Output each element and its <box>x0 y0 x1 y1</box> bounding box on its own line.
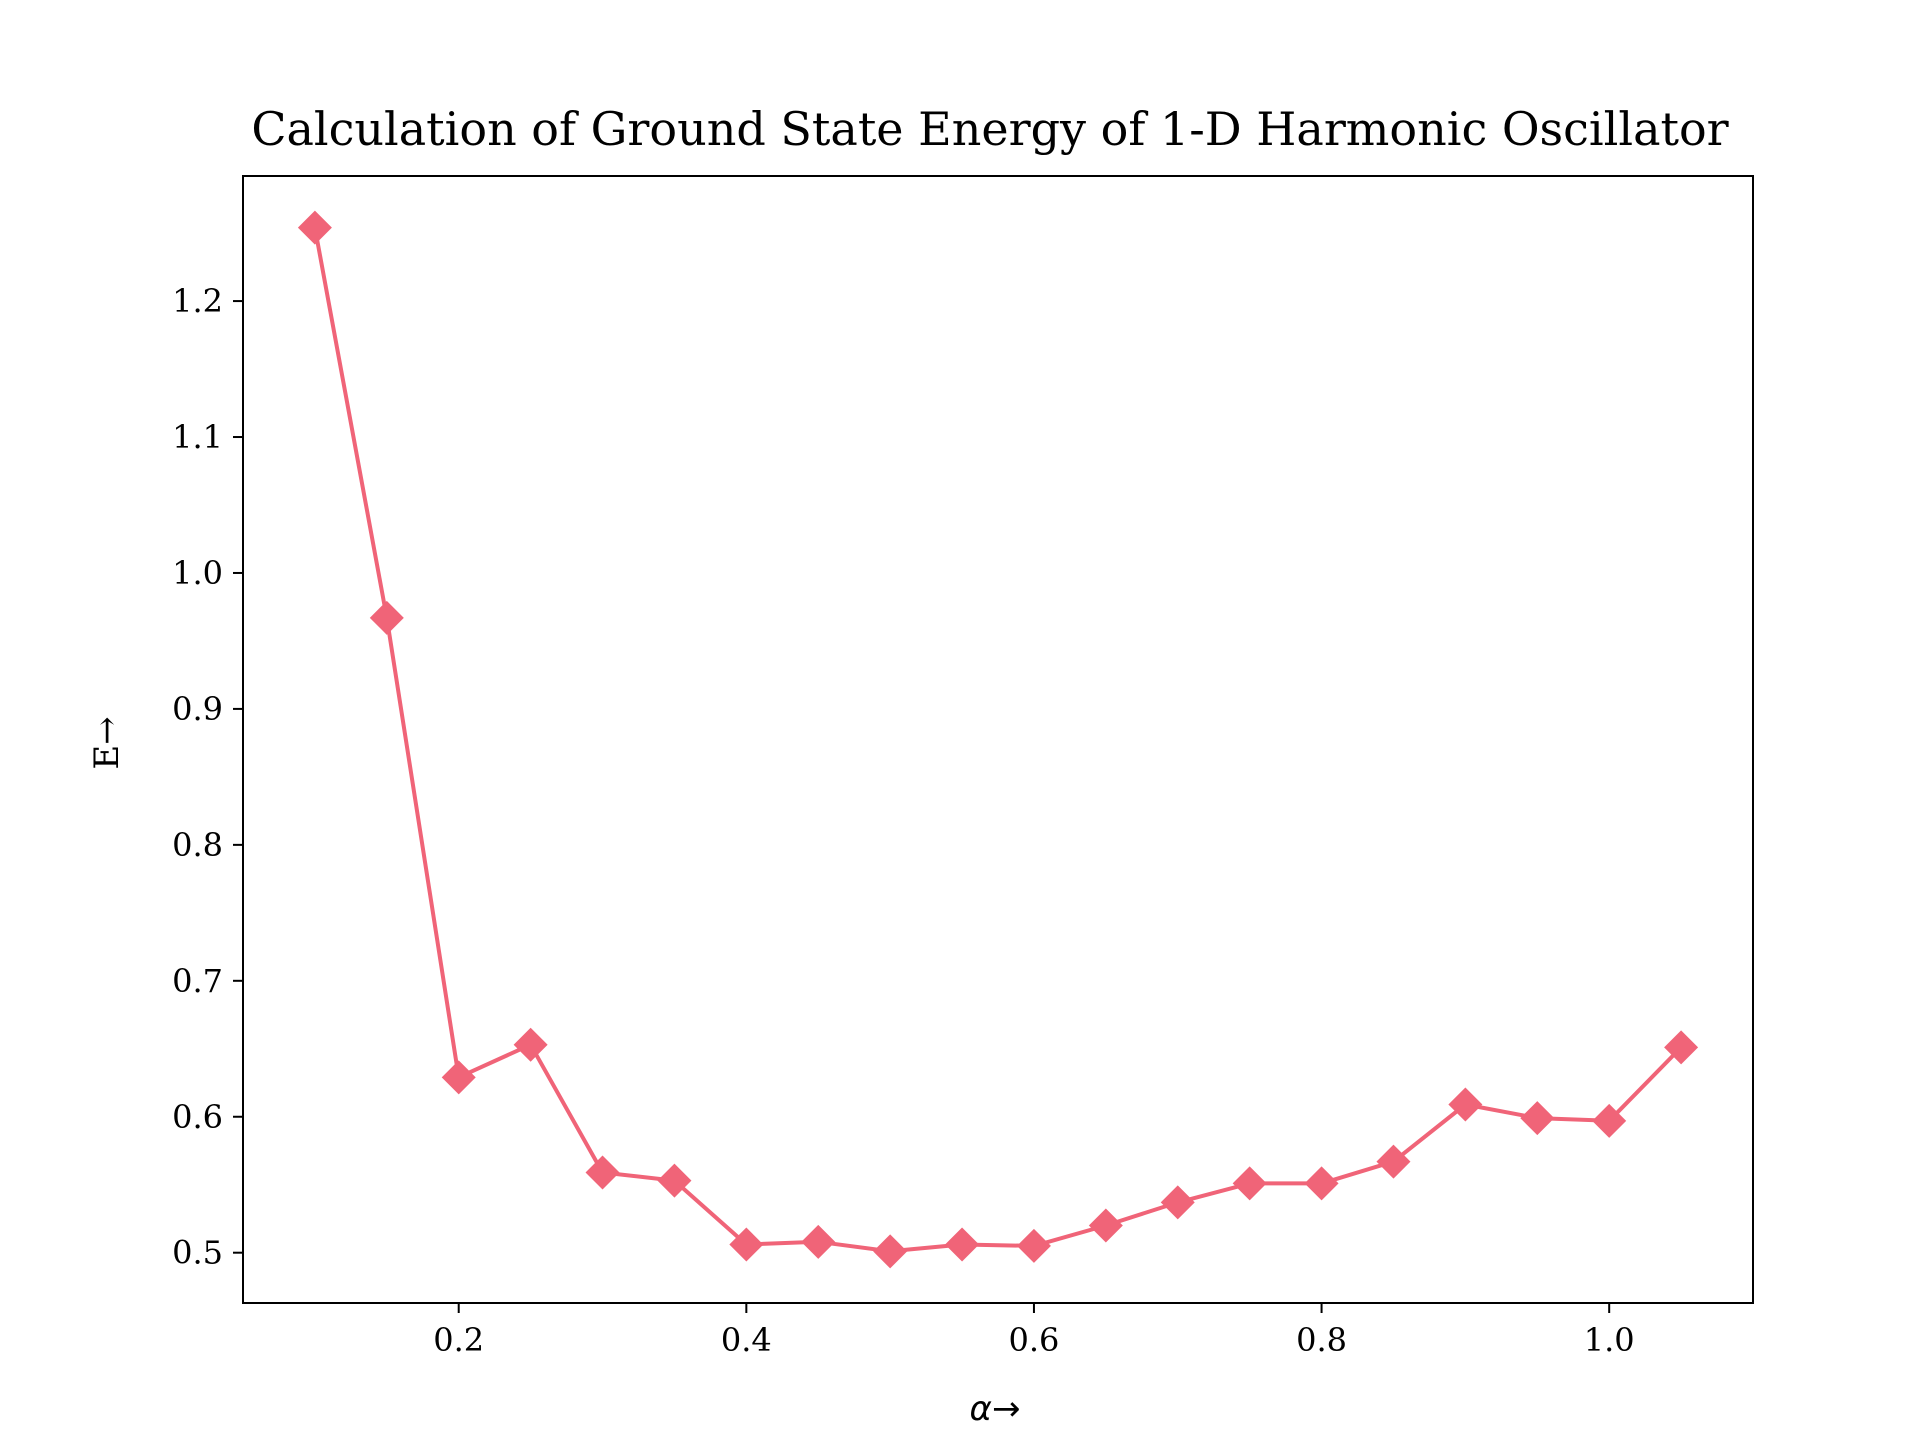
data-point <box>1376 1144 1411 1179</box>
y-tick-label: 0.9 <box>172 690 223 728</box>
data-point <box>297 210 332 245</box>
data-point <box>1520 1101 1555 1136</box>
x-tick-label: 1.0 <box>1584 1321 1635 1359</box>
y-axis: 0.5 0.6 0.7 0.8 0.9 1.0 1.1 1.2 <box>172 282 243 1272</box>
data-point <box>1304 1166 1339 1201</box>
data-point <box>441 1060 476 1095</box>
x-tick-label: 0.2 <box>433 1321 484 1359</box>
y-tick-label: 0.8 <box>172 826 223 864</box>
data-point <box>1016 1228 1051 1263</box>
data-point <box>1232 1166 1267 1201</box>
y-tick-label: 0.7 <box>172 962 223 1000</box>
x-tick-label: 0.4 <box>721 1321 772 1359</box>
chart-title: Calculation of Ground State Energy of 1-… <box>251 102 1728 156</box>
series-line <box>312 227 1683 1254</box>
y-tick-label: 0.6 <box>172 1098 223 1136</box>
data-point <box>657 1163 692 1198</box>
x-tick-label: 0.8 <box>1296 1321 1347 1359</box>
data-point <box>1448 1087 1483 1122</box>
data-point <box>513 1027 548 1062</box>
data-point <box>1160 1185 1195 1220</box>
x-axis: 0.2 0.4 0.6 0.8 1.0 <box>433 1303 1635 1359</box>
y-tick-label: 1.1 <box>172 418 223 456</box>
x-tick-label: 0.6 <box>1009 1321 1060 1359</box>
data-point <box>729 1227 764 1262</box>
y-tick-label: 1.0 <box>172 554 223 592</box>
data-point <box>801 1224 836 1259</box>
data-point <box>873 1234 908 1269</box>
axes-frame <box>242 175 1754 1304</box>
data-point <box>1592 1103 1627 1138</box>
data-point <box>945 1227 980 1262</box>
data-point <box>369 600 404 635</box>
data-point <box>1088 1208 1123 1243</box>
data-point <box>1664 1030 1699 1065</box>
y-tick-label: 0.5 <box>172 1234 223 1272</box>
x-axis-label: α→ <box>970 1389 1021 1429</box>
plot-area <box>242 175 1754 1304</box>
y-tick-label: 1.2 <box>172 282 223 320</box>
data-point <box>585 1155 620 1190</box>
y-axis-label: E→ <box>87 716 127 769</box>
